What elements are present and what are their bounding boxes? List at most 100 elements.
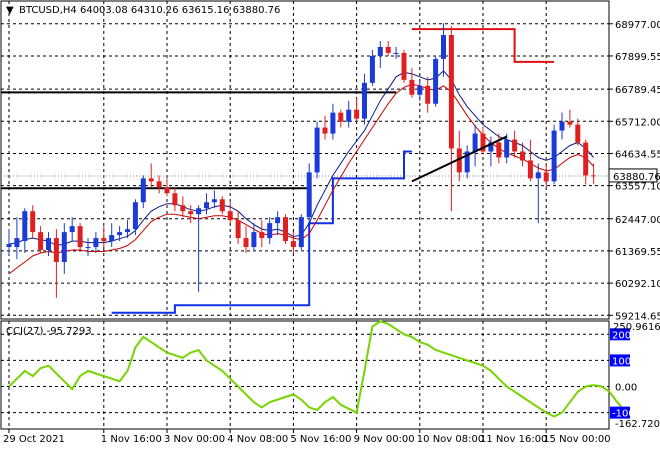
candle-body: [575, 124, 581, 143]
y-tick-label: 60292.10: [615, 279, 660, 290]
candle-body: [496, 142, 502, 158]
candle-body: [290, 241, 296, 248]
y-tick-label: 59214.65: [615, 311, 660, 322]
candle-body: [267, 223, 273, 239]
candle-body: [53, 238, 59, 262]
candle-body: [401, 52, 407, 80]
candle-body: [330, 112, 336, 134]
cci-level-label: 0.00: [615, 383, 637, 394]
candle-body: [583, 142, 589, 176]
candle-body: [377, 46, 383, 56]
candle-body: [314, 127, 320, 173]
candle-body: [306, 172, 312, 218]
candles: [6, 23, 597, 298]
candle-body: [85, 247, 91, 249]
candle-body: [448, 35, 454, 149]
cci-level-tag: [610, 406, 630, 419]
stepped-line-red: [411, 28, 555, 63]
candle-body: [385, 46, 391, 53]
candle-body: [140, 178, 146, 203]
candle-body: [504, 139, 510, 158]
candle-body: [567, 121, 573, 125]
y-tick-label: 67899.55: [615, 52, 660, 63]
candle-body: [211, 199, 217, 203]
candle-body: [441, 35, 446, 59]
candle-body: [520, 151, 525, 161]
candle-body: [488, 142, 494, 152]
time-axis: 29 Oct 2021 1 Nov 16:00 3 Nov 00:00 4 Nov 0…: [3, 429, 611, 445]
x-tick-label: 3 Nov 00:00: [164, 434, 225, 445]
candle-body: [464, 151, 470, 173]
candle-body: [354, 109, 360, 119]
cci-level-label: 200: [612, 330, 631, 341]
current-price-tag: 63880.76: [608, 168, 660, 183]
candle-body: [188, 211, 194, 215]
candle-body: [22, 211, 28, 242]
candle-body: [251, 232, 257, 248]
horizontal-lines: [1, 91, 609, 190]
candle-body: [77, 226, 83, 248]
candle-body: [322, 127, 328, 134]
candle-body: [512, 139, 518, 152]
cci-line: [8, 320, 626, 418]
candle-body: [125, 229, 130, 233]
cci-level-label: -100: [612, 409, 635, 420]
candle-body: [204, 202, 209, 209]
candle-body: [275, 217, 281, 224]
candle-body: [164, 187, 170, 194]
candle-body: [243, 238, 249, 248]
candle-body: [132, 202, 138, 230]
y-tick-label: 68977.00: [615, 20, 660, 31]
trend-line[interactable]: [411, 135, 508, 183]
candle-body: [148, 178, 154, 182]
y-tick-label: 65712.00: [615, 117, 660, 128]
candle-body: [6, 244, 12, 248]
candle-body: [425, 85, 431, 104]
cci-bottom-label: -162.7205: [615, 419, 660, 430]
x-tick-label: 10 Nov 08:00: [417, 434, 484, 445]
candle-body: [196, 208, 202, 215]
trend-line-segment[interactable]: [411, 135, 508, 183]
cci-axis: 200 100 0.00 -100 250.9616 -162.7205: [610, 322, 660, 430]
candle-body: [172, 193, 178, 206]
candle-body: [101, 238, 107, 242]
x-tick-label: 11 Nov 16:00: [480, 434, 547, 445]
symbol-marker: ▼: [6, 5, 14, 16]
price-panel-frame: [0, 0, 610, 320]
candle-body: [591, 175, 597, 177]
cci-level-tag: [610, 328, 630, 341]
candle-body: [409, 79, 415, 95]
x-tick-label: 4 Nov 08:00: [227, 434, 288, 445]
x-tick-label: 1 Nov 16:00: [101, 434, 162, 445]
candle-body: [235, 220, 241, 239]
candle-body: [535, 172, 541, 179]
cci-level-tag: [610, 354, 630, 367]
candle-body: [551, 130, 557, 182]
cci-title: CCI(27) -95.7293: [6, 326, 92, 337]
candle-body: [156, 181, 162, 188]
y-tick-label: 62447.00: [615, 215, 660, 226]
candle-body: [259, 232, 265, 239]
current-price-label: 63880.76: [613, 172, 660, 183]
x-tick-label: 5 Nov 16:00: [290, 434, 351, 445]
candle-body: [283, 217, 288, 242]
cci-top-label: 250.9616: [613, 322, 660, 333]
candle-body: [14, 238, 20, 248]
candle-body: [38, 232, 44, 251]
candle-body: [93, 238, 99, 248]
candle-body: [527, 160, 533, 179]
candle-body: [480, 133, 486, 152]
x-tick-label: 29 Oct 2021: [3, 434, 65, 445]
candle-body: [433, 58, 439, 104]
candle-body: [417, 85, 423, 95]
chart-title: BTCUSD,H4 64003.08 64310.26 63615.16 638…: [19, 5, 280, 16]
candle-body: [472, 133, 478, 152]
cci-series-line: [8, 320, 626, 418]
candle-body: [298, 217, 304, 248]
x-tick-label: 15 Nov 00:00: [543, 434, 610, 445]
candle-body: [338, 112, 344, 122]
y-tick-label: 63557.10: [615, 182, 660, 193]
candle-body: [543, 172, 549, 182]
y-tick-label: 64634.55: [615, 149, 660, 160]
candle-body: [180, 205, 186, 212]
